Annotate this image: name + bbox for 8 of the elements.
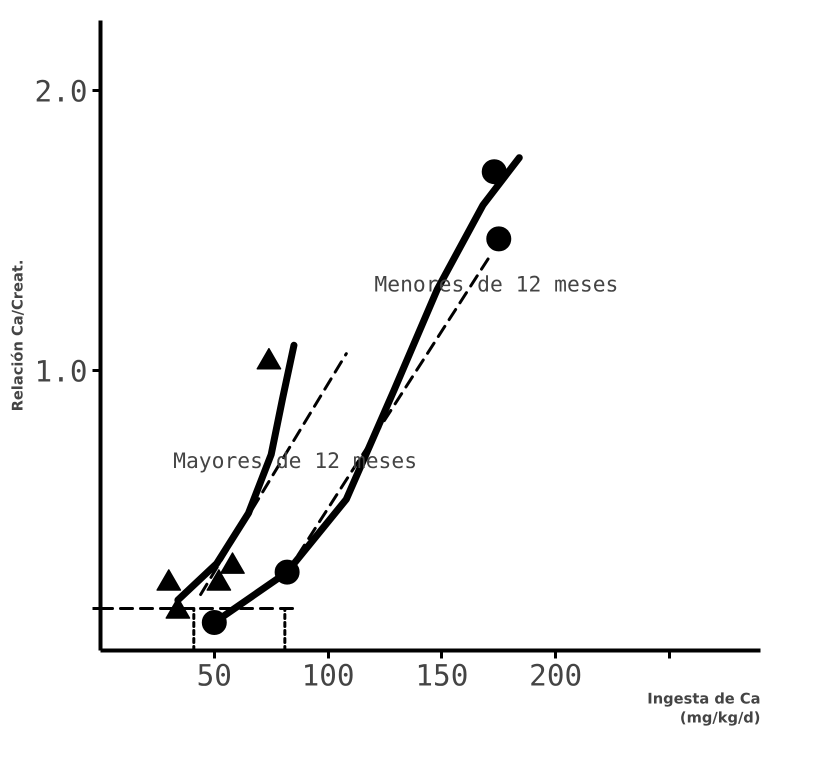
x-tick-label: 150 bbox=[415, 658, 468, 692]
x-tick-label: 100 bbox=[302, 658, 355, 692]
y-axis-title: Relación Ca/Creat. bbox=[10, 260, 27, 412]
y-tick-label: 1.0 bbox=[34, 354, 88, 388]
x-tick-label: 200 bbox=[529, 658, 582, 692]
x-axis-title: Ingesta de Ca (mg/kg/d) bbox=[647, 690, 761, 726]
y-tick-label: 2.0 bbox=[34, 74, 88, 108]
x-tick-label: 50 bbox=[196, 658, 232, 692]
